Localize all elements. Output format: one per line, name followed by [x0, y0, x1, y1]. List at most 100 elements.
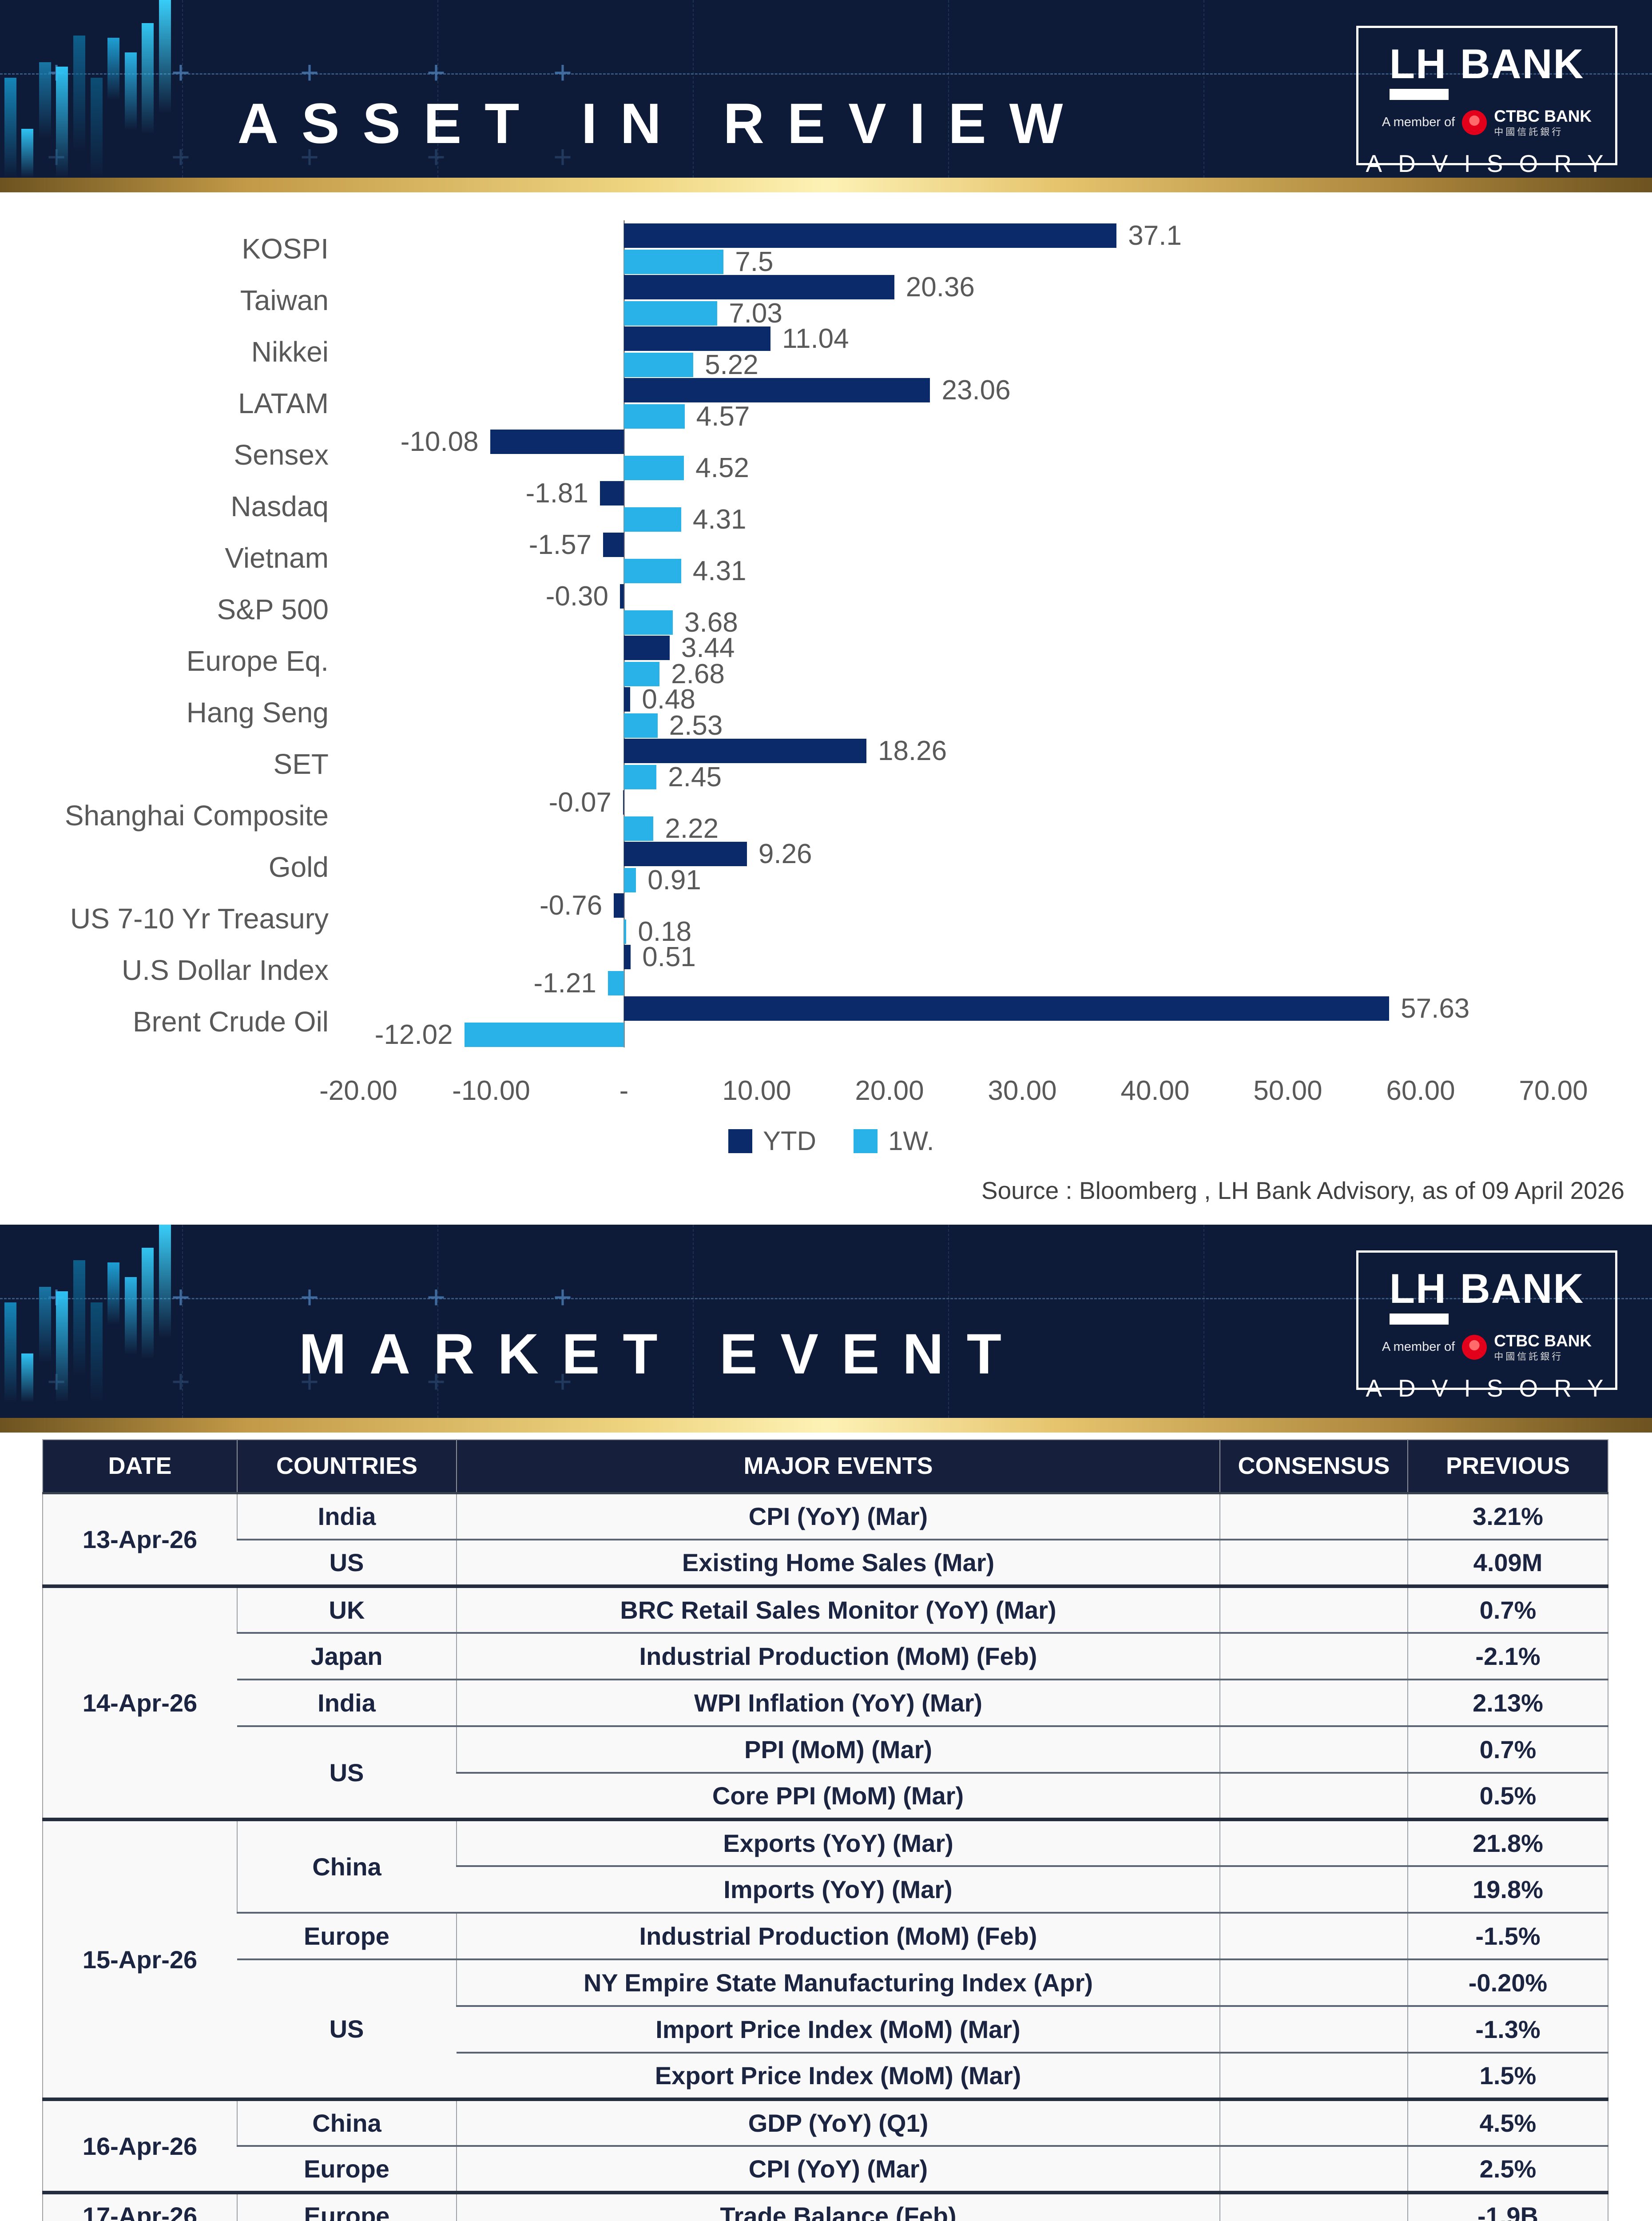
consensus-cell — [1219, 1959, 1408, 2007]
x-axis-tick: 50.00 — [1253, 1075, 1322, 1106]
table-row: US NY Empire State Manufacturing Index (A… — [43, 1959, 1608, 2101]
consensus-cell — [1219, 2193, 1408, 2221]
x-axis-tick: 10.00 — [722, 1075, 791, 1106]
category-label: US 7-10 Yr Treasury — [70, 903, 329, 935]
table-row: India WPI Inflation (YoY) (Mar) 2.13% — [43, 1680, 1608, 1727]
event-cell: BRC Retail Sales Monitor (YoY) (Mar) — [456, 1586, 1220, 1634]
previous-cell: 0.7% — [1407, 1726, 1608, 1774]
value-label: 0.51 — [642, 941, 696, 972]
event-cell: CPI (YoY) (Mar) — [456, 1493, 1220, 1540]
vertical-gridline — [182, 1225, 183, 1418]
x-axis-tick: 70.00 — [1519, 1075, 1588, 1106]
consensus-cell — [1219, 2006, 1408, 2054]
candlestick-bar — [91, 1302, 103, 1402]
plus-marker: + — [553, 1280, 572, 1315]
event-cell: Core PPI (MoM) (Mar) — [457, 1773, 1220, 1821]
country-cell: China — [237, 1819, 457, 1914]
consensus-cell — [1219, 1633, 1408, 1680]
candlestick-bar — [142, 1248, 154, 1359]
value-label: 4.31 — [692, 555, 747, 586]
country-cell: China — [237, 2099, 457, 2147]
date-cell: 14-Apr-26 — [43, 1586, 237, 1821]
table-row: 17-Apr-26 Europe Trade Balance (Feb) -1.9B — [43, 2193, 1608, 2221]
ytd-bar — [624, 739, 866, 763]
category-label: Sensex — [234, 439, 329, 471]
event-cell: Imports (YoY) (Mar) — [457, 1866, 1220, 1914]
value-label: 4.52 — [695, 452, 749, 483]
x-axis-tick: 30.00 — [988, 1075, 1057, 1106]
plus-marker: + — [427, 1280, 446, 1315]
previous-cell: 0.7% — [1407, 1586, 1608, 1634]
one-week-bar — [624, 868, 636, 892]
date-cell: 17-Apr-26 — [43, 2193, 237, 2221]
plus-marker: + — [553, 1364, 572, 1400]
candlestick-bar — [142, 23, 154, 134]
category-label: Brent Crude Oil — [132, 1006, 329, 1038]
ytd-bar — [624, 687, 631, 712]
category-label: U.S Dollar Index — [122, 954, 329, 986]
table-row: Japan Industrial Production (MoM) (Feb) -2… — [43, 1633, 1608, 1680]
value-label: 9.26 — [758, 838, 812, 869]
category-label: Gold — [268, 851, 329, 883]
candlestick-bar — [4, 78, 16, 178]
table-row: US Existing Home Sales (Mar) 4.09M — [43, 1540, 1608, 1588]
vertical-gridline — [693, 0, 694, 178]
ytd-bar — [624, 275, 894, 299]
previous-cell: 19.8% — [1407, 1866, 1608, 1914]
value-label: 3.44 — [681, 632, 735, 663]
candlestick-bar — [159, 1225, 171, 1338]
event-cell: Trade Balance (Feb) — [456, 2193, 1220, 2221]
vertical-gridline — [693, 1225, 694, 1418]
plus-marker: + — [427, 55, 446, 91]
logo-bank: BANK — [1460, 40, 1584, 87]
table-row: US PPI (MoM) (Mar) 0.7% — [43, 1726, 1608, 1821]
value-label: 4.57 — [696, 401, 750, 432]
event-cell: Industrial Production (MoM) (Feb) — [456, 1913, 1220, 1960]
logo-member-row: A member of CTBC BANK 中國信託銀行 — [1382, 1333, 1592, 1361]
vertical-gridline — [1203, 0, 1204, 178]
gold-divider — [0, 178, 1652, 192]
table-row: 16-Apr-26 China GDP (YoY) (Q1) 4.5% — [43, 2099, 1608, 2194]
category-label: S&P 500 — [217, 593, 329, 625]
logo-ctbc-chinese: 中國信託銀行 — [1494, 1352, 1564, 1362]
column-header: COUNTRIES — [237, 1440, 457, 1494]
previous-cell: 4.09M — [1407, 1540, 1608, 1588]
logo-member-row: A member of CTBC BANK 中國信託銀行 — [1382, 108, 1592, 137]
previous-cell: 21.8% — [1407, 1819, 1608, 1867]
country-cell: India — [237, 1680, 457, 1727]
event-cell: PPI (MoM) (Mar) — [456, 1726, 1220, 1774]
value-label: -1.57 — [528, 529, 592, 560]
date-cell: 16-Apr-26 — [43, 2099, 237, 2194]
consensus-cell — [1219, 1680, 1408, 1727]
previous-cell: -0.20% — [1407, 1959, 1608, 2007]
one-week-bar — [464, 1023, 624, 1047]
ytd-bar — [623, 790, 624, 815]
event-cell: Industrial Production (MoM) (Feb) — [456, 1633, 1220, 1680]
candlestick-bar — [21, 1353, 33, 1402]
candlestick-bar — [73, 36, 85, 151]
country-cell: US — [237, 1959, 457, 2101]
event-cell: Exports (YoY) (Mar) — [456, 1819, 1220, 1867]
event-cell: WPI Inflation (YoY) (Mar) — [456, 1680, 1220, 1727]
consensus-cell — [1219, 1866, 1408, 1914]
one-week-bar — [624, 507, 681, 532]
one-week-bar — [624, 250, 724, 274]
logo-ctbc-chinese: 中國信託銀行 — [1494, 127, 1564, 137]
ytd-bar — [624, 996, 1390, 1021]
table-row: Import Price Index (MoM) (Mar) -1.3% — [43, 2006, 1608, 2054]
ytd-bar — [624, 223, 1117, 248]
one-week-bar — [608, 971, 624, 995]
category-label: LATAM — [238, 387, 329, 419]
legend-label: 1W. — [888, 1126, 934, 1156]
country-cell: US — [237, 1540, 457, 1588]
country-cell: India — [237, 1493, 457, 1540]
vertical-gridline — [182, 0, 183, 178]
candlestick-bar — [159, 0, 171, 113]
value-label: 23.06 — [941, 374, 1011, 406]
legend-label: YTD — [763, 1126, 816, 1156]
country-cell: Europe — [237, 2193, 457, 2221]
previous-cell: 4.5% — [1407, 2099, 1608, 2147]
category-label: Taiwan — [240, 284, 329, 316]
logo-bank: BANK — [1460, 1265, 1584, 1312]
